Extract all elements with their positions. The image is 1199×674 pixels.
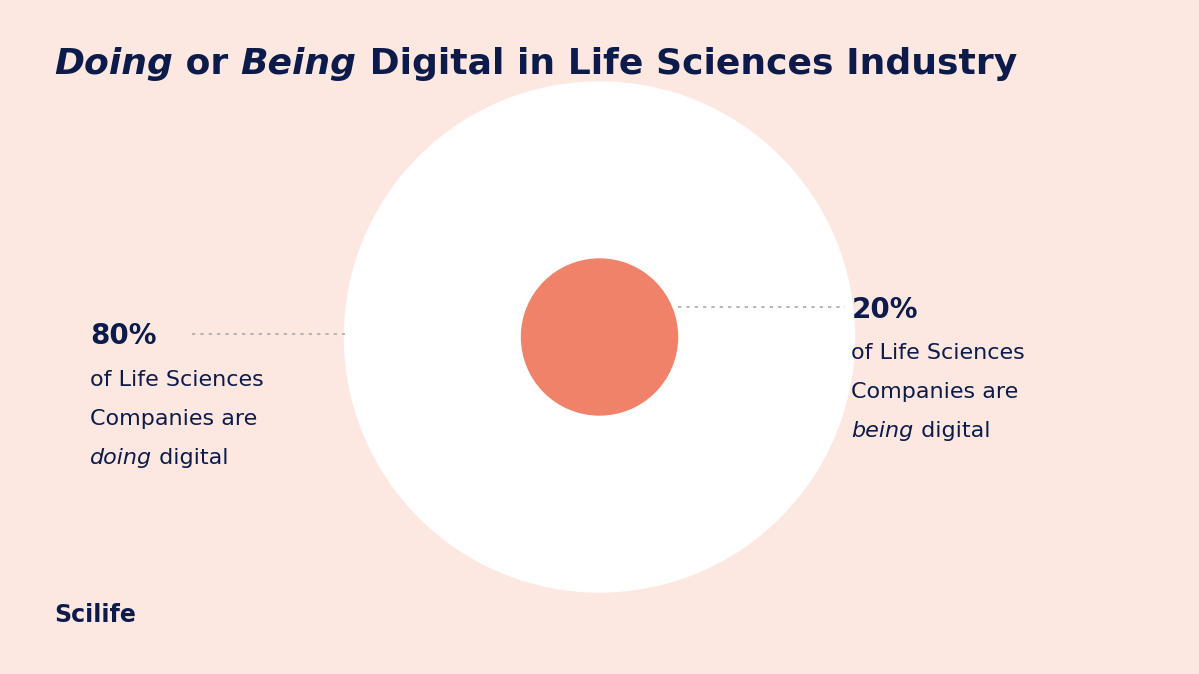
Text: digital: digital xyxy=(152,448,229,468)
Text: 20%: 20% xyxy=(851,295,917,324)
Text: of Life Sciences: of Life Sciences xyxy=(90,369,264,390)
Text: Scilife: Scilife xyxy=(54,603,135,627)
Text: being: being xyxy=(851,421,914,441)
Text: of Life Sciences: of Life Sciences xyxy=(851,342,1025,363)
Text: doing: doing xyxy=(90,448,152,468)
Text: digital: digital xyxy=(914,421,990,441)
Text: Doing: Doing xyxy=(54,47,173,81)
Text: Being: Being xyxy=(241,47,357,81)
Text: Digital in Life Sciences Industry: Digital in Life Sciences Industry xyxy=(357,47,1017,81)
Ellipse shape xyxy=(522,259,677,415)
Text: or: or xyxy=(173,47,241,81)
Text: Companies are: Companies are xyxy=(851,381,1018,402)
Text: 80%: 80% xyxy=(90,322,156,350)
Text: Companies are: Companies are xyxy=(90,408,257,429)
Ellipse shape xyxy=(344,82,855,592)
